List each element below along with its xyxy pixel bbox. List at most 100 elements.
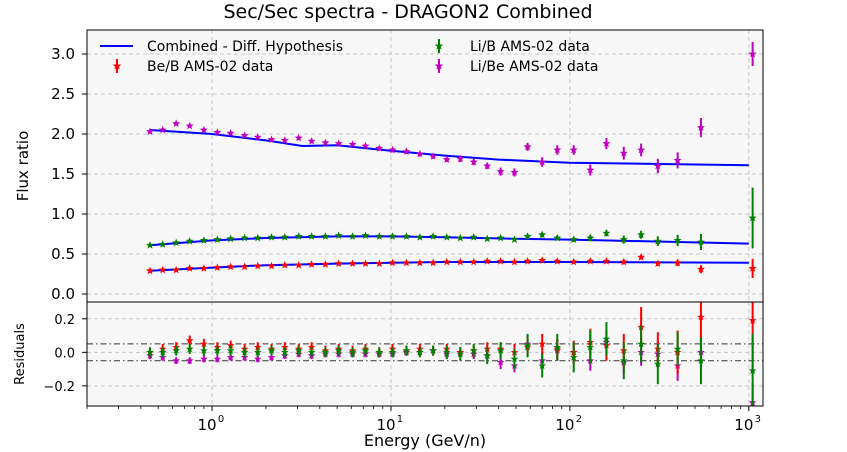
beb-point-34 xyxy=(619,257,628,266)
beb-point-7 xyxy=(240,262,249,271)
lib-point-0 xyxy=(146,241,154,249)
top-y-tick-label-0: 0.0 xyxy=(51,285,75,303)
beb-point-2 xyxy=(172,265,181,274)
beb-point-0 xyxy=(146,266,154,275)
beb-point-28 xyxy=(523,257,532,265)
legend-label-libe: Li/Be AMS-02 data xyxy=(470,59,598,75)
libe-point-22 xyxy=(442,155,451,163)
lib-point-39 xyxy=(748,213,757,222)
libe-point-7 xyxy=(240,131,249,139)
lib-point-12 xyxy=(307,232,316,240)
lib-point-33 xyxy=(602,229,611,237)
lib-residual-point-38 xyxy=(697,356,705,364)
libe-point-30 xyxy=(553,145,562,154)
bottom-panel-background xyxy=(87,302,763,406)
libe-point-6 xyxy=(226,129,235,137)
libe-point-12 xyxy=(307,137,316,145)
libe-residual-point-4 xyxy=(200,355,208,363)
beb-point-24 xyxy=(469,257,478,266)
libe-point-15 xyxy=(348,140,357,148)
libe-point-25 xyxy=(483,161,492,170)
beb-residual-point-8 xyxy=(253,343,262,351)
lib-residual-point-14 xyxy=(334,346,343,354)
lib-residual-point-28 xyxy=(523,341,532,349)
libe-point-4 xyxy=(199,125,208,134)
beb-point-15 xyxy=(348,259,357,267)
x-axis-label: Energy (GeV/n) xyxy=(364,431,486,450)
series-beb xyxy=(146,253,757,278)
beb-point-30 xyxy=(553,257,562,265)
lib-point-21 xyxy=(429,232,438,240)
lib-point-17 xyxy=(375,232,384,240)
lib-point-6 xyxy=(226,234,235,243)
lib-point-11 xyxy=(294,232,303,240)
beb-point-22 xyxy=(442,257,451,266)
libe-point-18 xyxy=(388,145,397,154)
lib-point-15 xyxy=(348,232,357,240)
libe-point-24 xyxy=(469,157,478,166)
lib-point-18 xyxy=(388,232,397,240)
libe-point-2 xyxy=(172,119,181,127)
beb-point-37 xyxy=(673,258,682,267)
beb-point-38 xyxy=(697,265,705,273)
lib-residual-point-21 xyxy=(429,346,437,354)
lib-point-34 xyxy=(619,235,628,243)
lib-residual-point-5 xyxy=(213,346,222,354)
lib-residual-point-1 xyxy=(158,348,167,356)
beb-point-18 xyxy=(388,258,397,267)
bottom-panel-y-axis-label: Residuals xyxy=(13,323,28,385)
lib-residual-point-6 xyxy=(226,346,235,354)
legend-label-beb: Be/B AMS-02 data xyxy=(147,59,273,75)
libe-point-35 xyxy=(637,145,646,154)
lib-point-20 xyxy=(415,233,424,241)
lib-residual-point-9 xyxy=(267,346,276,354)
beb-point-5 xyxy=(213,263,222,271)
lib-point-30 xyxy=(553,233,562,242)
libe-point-39 xyxy=(748,49,757,58)
libe-point-9 xyxy=(267,135,276,143)
libe-residual-point-6 xyxy=(226,353,235,361)
beb-point-6 xyxy=(226,262,235,271)
lib-residual-point-17 xyxy=(375,348,384,356)
series-lib xyxy=(146,187,757,250)
libe-point-33 xyxy=(602,139,611,147)
libe-point-14 xyxy=(334,139,343,147)
lib-residual-point-0 xyxy=(146,348,154,356)
libe-point-11 xyxy=(294,133,303,142)
bottom-y-tick-label-2: 0.2 xyxy=(54,313,75,328)
lib-residual-point-35 xyxy=(637,339,645,348)
beb-residual-point-38 xyxy=(697,313,705,321)
lib-residual-point-29 xyxy=(538,361,546,369)
legend-marker-lib xyxy=(434,39,444,53)
beb-residual-point-6 xyxy=(226,341,235,349)
lib-residual-point-15 xyxy=(348,348,357,356)
libe-point-13 xyxy=(321,138,330,147)
lib-point-37 xyxy=(673,236,682,244)
lib-residual-point-30 xyxy=(553,343,562,351)
beb-point-14 xyxy=(334,259,343,267)
bottom-panel-frame xyxy=(86,301,764,407)
libe-residual-point-9 xyxy=(267,353,276,361)
lib-residual-point-13 xyxy=(321,348,330,356)
lib-point-8 xyxy=(253,233,262,242)
lib-point-32 xyxy=(586,233,595,242)
x-tick-label-2: 10 xyxy=(555,416,574,434)
libe-point-16 xyxy=(361,141,370,150)
libe-point-38 xyxy=(697,123,705,131)
x-tick-label-0: 10 xyxy=(198,416,217,434)
libe-point-19 xyxy=(402,147,411,155)
legend-label-combined: Combined - Diff. Hypothesis xyxy=(147,39,343,55)
lib-point-31 xyxy=(569,235,578,243)
lib-point-35 xyxy=(637,230,646,239)
beb-residual-point-39 xyxy=(748,316,757,324)
libe-residual-point-8 xyxy=(253,355,262,363)
beb-point-20 xyxy=(415,258,424,267)
lib-point-36 xyxy=(653,237,662,245)
libe-point-8 xyxy=(253,133,262,141)
lib-point-10 xyxy=(280,233,289,241)
lib-residual-point-11 xyxy=(294,346,303,354)
series-libe xyxy=(146,42,757,177)
beb-point-13 xyxy=(321,260,330,268)
legend-label-lib: Li/B AMS-02 data xyxy=(470,39,590,55)
